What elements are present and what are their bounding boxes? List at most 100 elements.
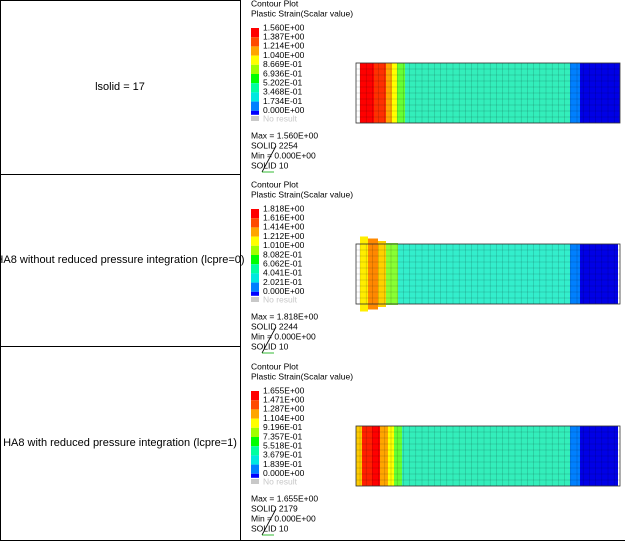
legend-label: 1.734E-01 xyxy=(263,96,302,106)
legend-label: 0.000E+00 xyxy=(263,286,305,296)
legend-swatch xyxy=(251,83,259,93)
legend-label: 6.062E-01 xyxy=(263,258,302,268)
min-label: Min = 0.000E+00 xyxy=(251,513,316,523)
mesh-region xyxy=(386,63,392,123)
legend-swatch xyxy=(251,55,259,65)
mesh-region xyxy=(570,244,580,304)
legend-swatch xyxy=(251,455,259,465)
legend-swatch xyxy=(251,273,259,283)
mesh-region xyxy=(402,426,570,486)
max-label: Max = 1.655E+00 xyxy=(251,493,318,503)
no-result-swatch xyxy=(251,116,259,121)
mesh-region xyxy=(580,426,618,486)
legend-label: 3.468E-01 xyxy=(263,87,302,97)
legend-label: 1.287E+00 xyxy=(263,404,305,414)
mesh-region xyxy=(394,426,402,486)
legend-label: 1.104E+00 xyxy=(263,413,305,423)
legend-label: 1.818E+00 xyxy=(263,203,305,213)
mesh-outline xyxy=(355,243,621,305)
mesh-region xyxy=(380,426,388,486)
legend-swatch xyxy=(251,28,259,38)
min-element: SOLID 10 xyxy=(251,160,289,170)
plot-subtitle: Plastic Strain(Scalar value) xyxy=(251,8,353,18)
plot-title: Contour Plot xyxy=(251,0,299,8)
legend-label: 1.214E+00 xyxy=(263,41,305,51)
cell-label: HA8 without reduced pressure integration… xyxy=(0,254,245,266)
legend-label: 4.041E-01 xyxy=(263,268,302,278)
legend-swatch xyxy=(251,209,259,219)
mesh-outline xyxy=(355,62,621,124)
cell-label: lsolid = 17 xyxy=(95,81,145,93)
max-element: SOLID 2254 xyxy=(251,140,298,150)
legend-swatch xyxy=(251,473,259,478)
legend-label: 1.616E+00 xyxy=(263,212,305,222)
legend-label: 1.212E+00 xyxy=(263,231,305,241)
legend-swatch xyxy=(251,218,259,228)
mesh-region xyxy=(360,63,374,123)
mesh-region xyxy=(386,243,398,305)
plot-title: Contour Plot xyxy=(251,361,299,371)
min-element: SOLID 10 xyxy=(251,523,289,533)
plot-subtitle: Plastic Strain(Scalar value) xyxy=(251,189,353,199)
legend-swatch xyxy=(251,64,259,74)
legend-label: 1.471E+00 xyxy=(263,394,305,404)
legend-swatch xyxy=(251,282,259,292)
legend-swatch xyxy=(251,255,259,265)
plot-title: Contour Plot xyxy=(251,179,299,189)
row: HA8 without reduced pressure integration… xyxy=(0,179,621,354)
legend-swatch xyxy=(251,427,259,437)
legend-swatch xyxy=(251,37,259,47)
no-result-label: No result xyxy=(263,476,298,486)
mesh-region xyxy=(570,63,580,123)
legend-swatch xyxy=(251,92,259,102)
no-result-label: No result xyxy=(263,294,298,304)
mesh-region xyxy=(397,63,405,123)
legend-swatch xyxy=(251,110,259,115)
legend-label: 1.839E-01 xyxy=(263,459,302,469)
axis-triad xyxy=(261,508,277,536)
legend-swatch xyxy=(251,227,259,237)
legend-label: 5.202E-01 xyxy=(263,77,302,87)
max-label: Max = 1.560E+00 xyxy=(251,130,318,140)
no-result-swatch xyxy=(251,297,259,302)
max-label: Max = 1.818E+00 xyxy=(251,311,318,321)
max-element: SOLID 2179 xyxy=(251,503,298,513)
legend-swatch xyxy=(251,437,259,447)
no-result-label: No result xyxy=(263,113,298,123)
legend-label: 1.655E+00 xyxy=(263,385,305,395)
legend-label: 0.000E+00 xyxy=(263,468,305,478)
max-element: SOLID 2244 xyxy=(251,321,298,331)
mesh-region xyxy=(398,244,570,304)
mesh-region xyxy=(374,63,386,123)
legend-swatch xyxy=(251,409,259,419)
mesh-region xyxy=(362,426,372,486)
legend-swatch xyxy=(251,74,259,84)
mesh-region xyxy=(392,63,397,123)
legend-label: 1.387E+00 xyxy=(263,31,305,41)
legend-label: 1.414E+00 xyxy=(263,222,305,232)
legend-swatch xyxy=(251,245,259,255)
min-label: Min = 0.000E+00 xyxy=(251,331,316,341)
mesh-region xyxy=(405,63,570,123)
row: HA8 with reduced pressure integration (l… xyxy=(3,361,621,536)
legend-label: 3.679E-01 xyxy=(263,450,302,460)
legend-swatch xyxy=(251,446,259,456)
legend-swatch xyxy=(251,391,259,401)
axis-triad xyxy=(261,145,277,173)
mesh-region xyxy=(372,426,380,486)
legend-label: 0.000E+00 xyxy=(263,105,305,115)
legend-label: 2.021E-01 xyxy=(263,277,302,287)
legend-swatch xyxy=(251,464,259,474)
mesh-region xyxy=(378,241,386,307)
legend-label: 6.936E-01 xyxy=(263,68,302,78)
min-element: SOLID 10 xyxy=(251,341,289,351)
legend-swatch xyxy=(251,291,259,296)
min-label: Min = 0.000E+00 xyxy=(251,150,316,160)
legend-swatch xyxy=(251,101,259,111)
legend-label: 8.669E-01 xyxy=(263,59,302,69)
mesh-region xyxy=(580,244,618,304)
legend-swatch xyxy=(251,418,259,428)
legend-label: 7.357E-01 xyxy=(263,431,302,441)
